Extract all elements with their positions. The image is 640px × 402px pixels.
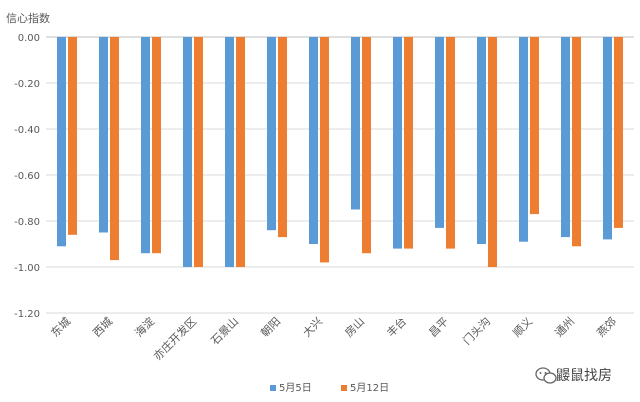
bar-may12 (110, 37, 119, 261)
bar-may5 (267, 37, 276, 231)
y-tick-label: -0.40 (14, 125, 40, 136)
legend-item: 5月12日 (341, 382, 389, 394)
bar-may5 (393, 37, 402, 249)
x-tick-label: 燕郊 (594, 315, 619, 340)
bar-may5 (477, 37, 486, 244)
bar-may12 (488, 37, 497, 267)
x-tick-label: 通州 (552, 315, 577, 340)
x-tick-label: 亦庄开发区 (150, 314, 199, 363)
bar-may5 (603, 37, 612, 240)
bar-may5 (309, 37, 318, 244)
bar-may12 (68, 37, 77, 235)
bar-may12 (404, 37, 413, 249)
bar-may5 (225, 37, 234, 267)
bar-may12 (194, 37, 203, 267)
watermark-text: 鼹鼠找房 (556, 368, 612, 384)
bars (57, 37, 623, 267)
legend-swatch (341, 385, 347, 391)
y-tick-label: -1.00 (14, 263, 40, 274)
x-tick-label: 丰台 (384, 314, 409, 339)
legend-label: 5月12日 (350, 382, 389, 394)
bar-may12 (614, 37, 623, 228)
gridlines (46, 36, 634, 314)
y-tick-label: -0.60 (14, 171, 40, 182)
bar-may5 (57, 37, 66, 247)
x-tick-label: 大兴 (300, 314, 325, 339)
x-tick-label: 昌平 (426, 315, 451, 340)
x-tick-label: 石景山 (209, 315, 242, 348)
bar-may12 (530, 37, 539, 215)
bar-may12 (152, 37, 161, 254)
bar-may5 (141, 37, 150, 254)
y-tick-label: -0.80 (14, 217, 40, 228)
x-tick-label: 海淀 (132, 314, 157, 339)
x-tick-label: 朝阳 (258, 315, 283, 340)
bar-may5 (561, 37, 570, 238)
y-tick-label: -0.20 (14, 79, 40, 90)
bar-may12 (572, 37, 581, 247)
y-tick-label: 0.00 (18, 33, 40, 44)
bar-may12 (362, 37, 371, 254)
bar-may12 (278, 37, 287, 238)
x-tick-label: 东城 (48, 315, 73, 340)
bar-may5 (183, 37, 192, 267)
x-tick-label: 顺义 (510, 315, 535, 340)
bar-may5 (99, 37, 108, 233)
bar-may5 (519, 37, 528, 242)
bar-may12 (446, 37, 455, 249)
x-tick-label: 西城 (90, 315, 115, 340)
legend-swatch (270, 385, 276, 391)
y-axis-label: 信心指数 (6, 11, 50, 25)
bar-may12 (320, 37, 329, 263)
legend-item: 5月5日 (270, 382, 312, 394)
wechat-icon (535, 367, 557, 384)
x-tick-label: 房山 (342, 315, 367, 340)
y-tick-labels: 0.00 -0.20 -0.40 -0.60 -0.80 -1.00 -1.20 (14, 33, 40, 320)
bar-may5 (351, 37, 360, 210)
y-tick-label: -1.20 (14, 309, 40, 320)
bar-may12 (236, 37, 245, 267)
legend: 5月5日 5月12日 (270, 382, 389, 394)
legend-label: 5月5日 (279, 382, 312, 394)
x-tick-label: 门头沟 (460, 314, 493, 347)
bar-may5 (435, 37, 444, 228)
watermark: 鼹鼠找房 (535, 367, 612, 384)
